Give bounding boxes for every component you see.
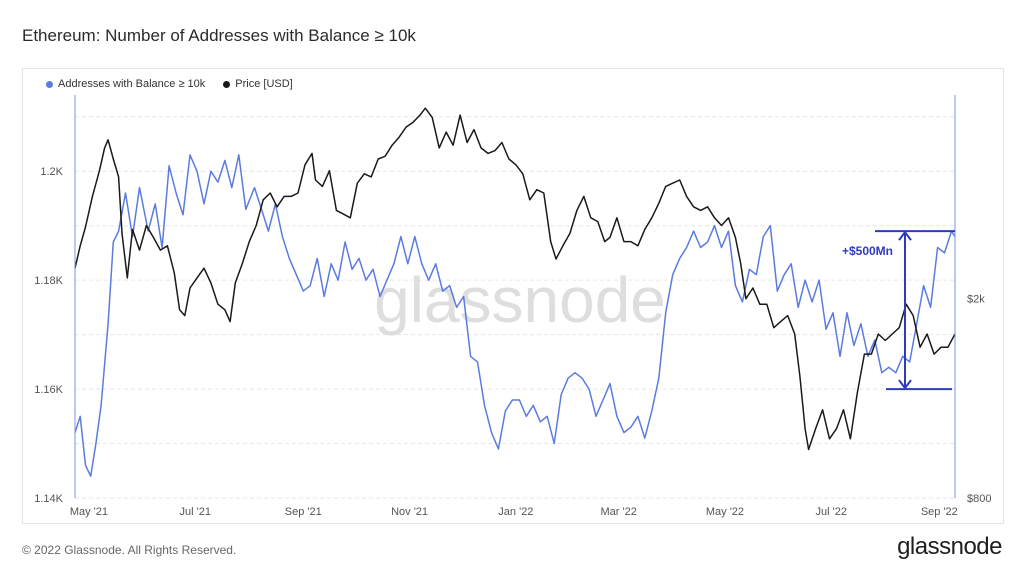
x-tick-1: Jul '21 xyxy=(180,506,211,518)
x-tick-5: Mar '22 xyxy=(601,506,637,518)
x-tick-3: Nov '21 xyxy=(391,506,428,518)
annotation-arrow-up xyxy=(898,230,912,241)
annotation-label: +$500Mn xyxy=(842,244,893,258)
watermark: glassnode xyxy=(374,264,666,336)
chart-panel xyxy=(22,68,1004,524)
series-line-addresses xyxy=(74,154,956,477)
legend-dot-price xyxy=(223,80,231,88)
legend-label-addresses: Addresses with Balance ≥ 10k xyxy=(58,78,206,90)
y-left-tick-3: 1.2K xyxy=(40,166,63,178)
legend-item-addresses[interactable]: Addresses with Balance ≥ 10k xyxy=(46,78,205,90)
copyright-footer: © 2022 Glassnode. All Rights Reserved. xyxy=(22,543,237,557)
legend-dot-addresses xyxy=(46,80,53,88)
x-tick-7: Jul '22 xyxy=(816,506,847,518)
x-tick-8: Sep '22 xyxy=(921,506,958,518)
chart-legend: Addresses with Balance ≥ 10k Price [USD] xyxy=(46,78,293,90)
y-right-tick-1: $2k xyxy=(967,294,985,306)
annotation-arrow-down xyxy=(898,379,912,390)
y-left-tick-0: 1.14K xyxy=(34,493,63,505)
x-tick-4: Jan '22 xyxy=(498,506,533,518)
chart-title: Ethereum: Number of Addresses with Balan… xyxy=(22,26,416,45)
legend-item-price[interactable]: Price [USD] xyxy=(223,78,293,90)
series-line-price xyxy=(74,107,956,451)
legend-label-price: Price [USD] xyxy=(235,78,293,90)
y-left-tick-1: 1.16K xyxy=(34,384,63,396)
x-tick-2: Sep '21 xyxy=(285,506,322,518)
brand-logo: glassnode xyxy=(897,533,1002,560)
x-tick-0: May '21 xyxy=(70,506,108,518)
y-right-tick-0: $800 xyxy=(967,493,991,505)
y-left-tick-2: 1.18K xyxy=(34,275,63,287)
x-tick-6: May '22 xyxy=(706,506,744,518)
